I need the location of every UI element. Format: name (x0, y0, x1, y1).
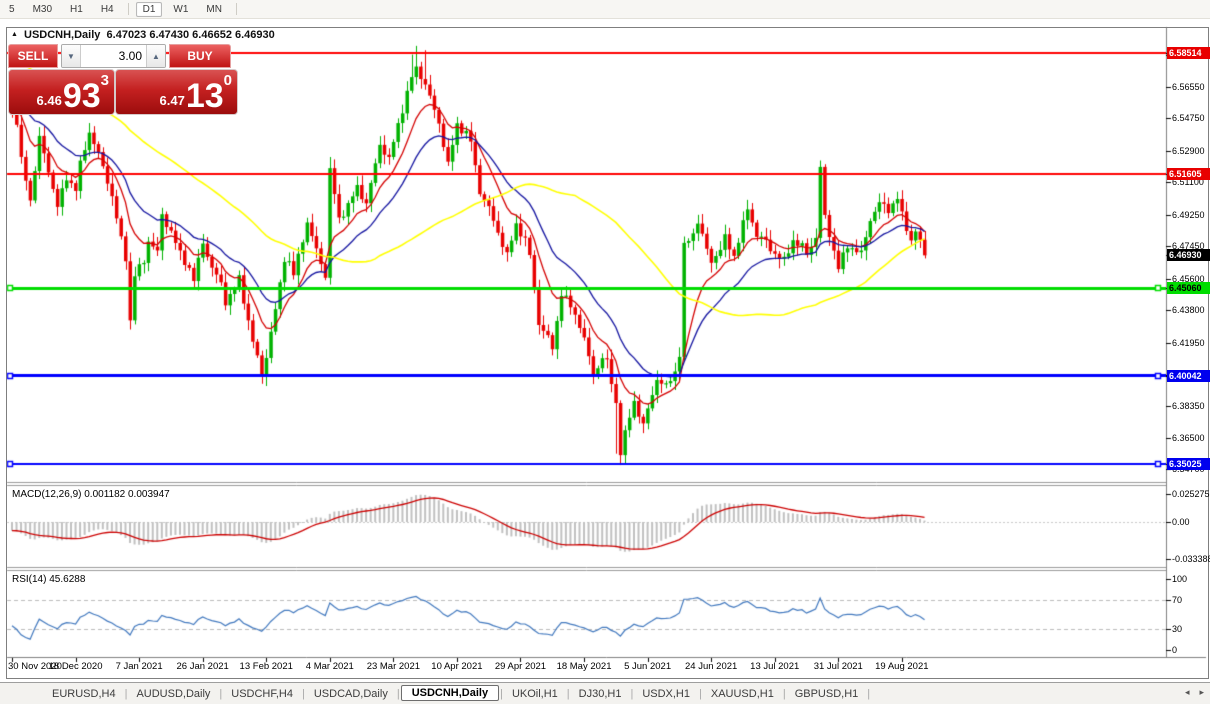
volume-increase-icon[interactable]: ▲ (146, 45, 165, 67)
date-tick-label: 18 May 2021 (556, 661, 612, 672)
panel-splitter[interactable] (6, 480, 1207, 486)
macd-axis-label: -0.033388 (1172, 553, 1210, 564)
buy-price-quote[interactable]: 6.47 13 0 (115, 69, 238, 115)
tab-separator: | (699, 687, 702, 700)
chart-ohlc: 6.47023 6.47430 6.46652 6.46930 (106, 29, 275, 41)
date-tick-label: 13 Jul 2021 (750, 661, 800, 672)
tab-separator: | (124, 687, 128, 700)
time-axis[interactable] (6, 658, 1207, 676)
price-tick-label: 6.56550 (1172, 81, 1205, 92)
price-badge: 6.58514 (1167, 46, 1210, 59)
date-tick-label: 7 Jan 2021 (115, 661, 163, 672)
rsi-axis-label: 30 (1172, 623, 1183, 634)
sell-button[interactable]: SELL (8, 44, 58, 68)
chart-title: USDCNH,Daily 6.47023 6.47430 6.46652 6.4… (24, 29, 275, 41)
chart-tab-usdcnh[interactable]: USDCNH,Daily (400, 684, 500, 701)
price-badge: 6.46930 (1167, 249, 1210, 262)
date-tick-label: 10 Apr 2021 (431, 661, 483, 672)
date-tick-label: 13 Feb 2021 (239, 661, 293, 672)
one-click-trading-panel: SELL ▼ ▲ BUY 6.46 93 3 6.47 13 0 (8, 44, 238, 115)
chart-tab-usdcad[interactable]: USDCAD,Daily (313, 687, 388, 700)
tab-scroll-left-icon[interactable]: ◂ (1184, 687, 1190, 697)
volume-decrease-icon[interactable]: ▼ (62, 45, 81, 67)
rsi-axis-label: 70 (1172, 595, 1183, 606)
tab-separator: | (219, 687, 223, 700)
tab-separator: | (782, 687, 786, 700)
price-tick-label: 6.38350 (1172, 400, 1205, 411)
tab-separator: | (867, 687, 871, 700)
one-click-panel-collapse-icon[interactable]: ▲ (11, 31, 18, 38)
price-badge: 6.35025 (1167, 457, 1210, 470)
macd-axis-label: 0.00 (1172, 517, 1190, 527)
price-tick-label: 6.49250 (1172, 209, 1205, 220)
date-tick-label: 5 Jun 2021 (624, 661, 672, 672)
buy-price-big: 13 (185, 77, 224, 116)
price-badge: 6.45060 (1167, 282, 1210, 295)
chart-tab-usdx[interactable]: USDX,H1 (642, 687, 690, 700)
date-tick-label: 23 Mar 2021 (366, 661, 421, 672)
rsi-indicator-label: RSI(14) 45.6288 (12, 574, 86, 585)
sell-price-quote[interactable]: 6.46 93 3 (8, 69, 115, 115)
buy-button[interactable]: BUY (169, 44, 231, 68)
date-tick-label: 31 Jul 2021 (813, 661, 863, 672)
tab-separator: | (500, 687, 503, 700)
tab-separator: | (396, 687, 400, 700)
chart-tab-eurusd[interactable]: EURUSD,H4 (52, 687, 116, 700)
volume-input[interactable] (81, 45, 146, 67)
chart-tab-bar: EURUSD,H4 | AUDUSD,Daily | USDCHF,H4 | USDCAD,… (0, 682, 1210, 704)
date-tick-label: 18 Dec 2020 (48, 661, 103, 672)
rsi-axis-label: 100 (1172, 574, 1188, 584)
price-tick-label: 6.51100 (1172, 177, 1204, 188)
chart-tab-gbpusd[interactable]: GBPUSD,H1 (794, 687, 859, 700)
price-tick-label: 6.45600 (1172, 273, 1205, 284)
rsi-axis-label: 0 (1172, 645, 1178, 655)
volume-spinner: ▼ ▲ (61, 44, 166, 68)
tab-separator: | (630, 687, 634, 700)
chart-tab-usdchf[interactable]: USDCHF,H4 (231, 687, 293, 700)
buy-price-small: 6.47 (159, 93, 185, 108)
date-tick-label: 30 Nov 2020 (8, 661, 62, 672)
price-tick-label: 6.41950 (1172, 337, 1205, 348)
date-tick-label: 26 Jan 2021 (176, 661, 229, 672)
chart-tab-ukoil[interactable]: UKOil,H1 (511, 687, 558, 700)
chart-tab-audusd[interactable]: AUDUSD,Daily (136, 687, 211, 700)
date-tick-label: 29 Apr 2021 (494, 661, 547, 672)
price-tick-label: 6.43800 (1172, 305, 1205, 316)
price-tick-label: 6.52900 (1172, 145, 1205, 156)
chart-tab-dj30[interactable]: DJ30,H1 (578, 687, 622, 700)
date-tick-label: 19 Aug 2021 (875, 661, 929, 672)
sell-price-big: 93 (62, 77, 101, 116)
sell-price-small: 6.46 (36, 93, 62, 108)
tab-separator: | (566, 687, 570, 700)
date-tick-label: 24 Jun 2021 (685, 661, 738, 672)
date-tick-label: 4 Mar 2021 (305, 661, 354, 672)
sell-price-sup: 3 (100, 72, 109, 89)
chart-symbol: USDCNH,Daily (24, 29, 101, 41)
panel-splitter[interactable] (6, 565, 1207, 571)
price-tick-label: 6.47450 (1172, 241, 1205, 252)
tab-scroll-right-icon[interactable]: ▸ (1199, 687, 1204, 697)
chart-tab-xauusd[interactable]: XAUUSD,H1 (710, 687, 774, 700)
price-tick-label: 6.54750 (1172, 113, 1205, 124)
price-badge: 6.51605 (1167, 167, 1210, 180)
macd-indicator-label: MACD(12,26,9) 0.001182 0.003947 (12, 489, 170, 500)
price-tick-label: 6.36500 (1172, 432, 1205, 443)
tab-separator: | (302, 687, 305, 700)
tab-scroll-arrows: ◂ ▸ (1185, 687, 1204, 698)
macd-axis-label: 0.025275 (1172, 489, 1210, 500)
price-badge: 6.40042 (1167, 369, 1210, 382)
price-axis[interactable] (1167, 27, 1207, 657)
buy-price-sup: 0 (223, 72, 232, 89)
